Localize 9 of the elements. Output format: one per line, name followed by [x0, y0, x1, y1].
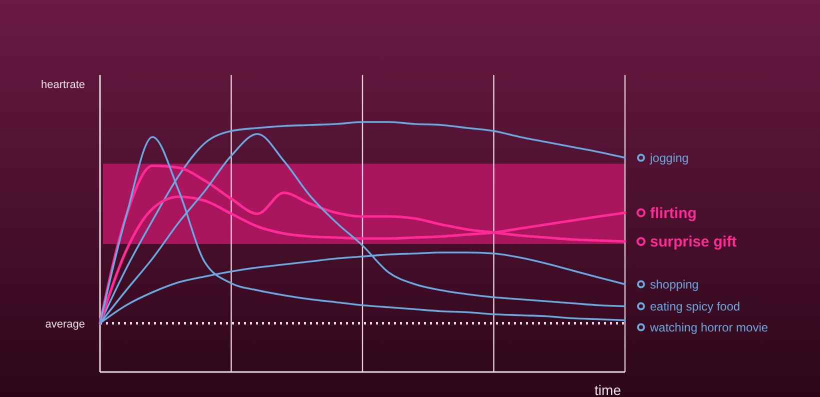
legend-label: eating spicy food [650, 299, 740, 314]
ref-line-label: average [45, 318, 85, 330]
legend-label: watching horror movie [649, 320, 768, 334]
legend-label: jogging [649, 150, 689, 165]
legend-label: shopping [650, 277, 699, 292]
x-axis-title: time [594, 382, 622, 397]
legend-label: flirting [650, 204, 697, 222]
legend-label: surprise gift [650, 234, 737, 250]
y-axis-title: heartrate [40, 79, 85, 91]
